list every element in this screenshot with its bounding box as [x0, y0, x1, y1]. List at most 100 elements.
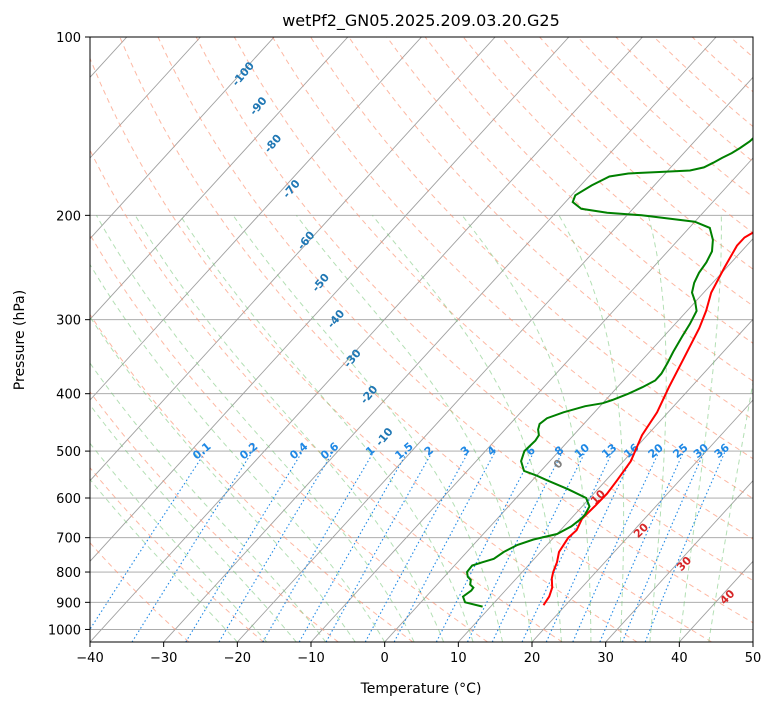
mixing-ratio-line [572, 450, 660, 642]
y-tick-label: 100 [56, 31, 81, 46]
moist-adiabat-line [461, 214, 592, 642]
x-tick-label: 20 [524, 651, 541, 666]
dry-adiabat-line [272, 37, 753, 500]
dry-adiabat-line [615, 37, 753, 163]
mixing-ratio-line [325, 450, 434, 642]
moist-adiabat-label: 10 [588, 487, 608, 507]
x-tick-label: 40 [671, 651, 688, 666]
x-tick-label: −40 [76, 651, 103, 666]
mixing-ratio-line [393, 450, 496, 642]
dewpoint-profile-line [461, 137, 753, 608]
moist-adiabat-line [90, 362, 327, 642]
plot-frame [89, 36, 754, 643]
dry-adiabat-line [195, 37, 753, 582]
moist-adiabat-line [90, 315, 356, 642]
dry-adiabat-line [90, 233, 488, 642]
x-tick-label: 0 [381, 651, 389, 666]
x-tick-label: 30 [597, 651, 614, 666]
moist-adiabat-line [179, 215, 474, 642]
moist-adiabat-lines [90, 214, 753, 642]
y-tick-label: 500 [56, 445, 81, 460]
isotherm-line [90, 37, 570, 563]
mixing-ratio-line [491, 450, 587, 642]
dry-adiabat-line [90, 57, 638, 642]
mixing-ratio-line [435, 450, 535, 642]
y-tick-label: 700 [56, 532, 81, 547]
isotherm-line [752, 641, 753, 642]
moist-adiabat-line [90, 478, 238, 642]
dry-adiabat-label: -70 [280, 177, 303, 201]
dry-adiabat-line [90, 466, 264, 642]
x-axis-ticks: −40 −30 −20 −10 0 10 20 30 40 50 [76, 642, 761, 666]
mixing-ratio-label: 36 [712, 441, 732, 461]
moist-adiabat-line [558, 215, 625, 642]
chart-title: wetPf2_GN05.2025.209.03.20.G25 [282, 11, 560, 31]
dry-adiabat-line [386, 37, 753, 382]
mixing-ratio-label: 0.6 [318, 440, 342, 463]
x-tick-label: 50 [745, 651, 762, 666]
isotherm-line [90, 37, 643, 642]
x-axis-label: Temperature (°C) [360, 681, 482, 697]
mixing-ratio-label: 13 [599, 441, 619, 461]
dry-adiabat-lines [90, 37, 753, 642]
dry-adiabat-line [462, 37, 753, 307]
moist-adiabat-line [90, 263, 386, 642]
x-tick-label: −10 [297, 651, 324, 666]
dry-adiabat-label: -20 [358, 383, 381, 407]
mixing-ratio-line [185, 450, 304, 642]
mixing-ratio-label: 25 [670, 441, 690, 461]
dry-adiabat-line [233, 37, 753, 540]
y-tick-label: 200 [56, 209, 81, 224]
mixing-ratio-line [599, 450, 685, 642]
mixing-ratio-line [467, 450, 564, 642]
mixing-ratio-lines [90, 450, 726, 642]
dry-adiabat-line [424, 37, 753, 344]
y-axis-label: Pressure (hPa) [12, 290, 28, 390]
moist-adiabat-line [95, 215, 415, 642]
y-tick-label: 600 [56, 492, 81, 507]
profile-series [461, 137, 753, 608]
moist-adiabat-line [134, 215, 445, 642]
dry-adiabat-line [90, 391, 339, 642]
dry-adiabat-label: -60 [295, 228, 318, 252]
background-line-labels: 0.1 0.2 0.4 0.6 1 1.5 2 3 4 6 8 10 13 16 20 25 30 36-100-… [190, 59, 737, 607]
dry-adiabat-label: -10 [373, 425, 396, 449]
dry-adiabat-line [653, 37, 753, 128]
moist-adiabat-line [708, 379, 753, 642]
mixing-ratio-label: 1 [363, 444, 377, 459]
dry-adiabat-line [90, 149, 563, 642]
moist-adiabat-line [678, 215, 722, 642]
mixing-ratio-line [131, 450, 254, 642]
moist-adiabat-line [232, 215, 503, 642]
x-tick-label: −30 [150, 651, 177, 666]
isotherm-line [90, 37, 275, 240]
mixing-ratio-label: 0.4 [287, 440, 311, 463]
temperature-profile-line [542, 231, 753, 606]
dry-adiabat-line [577, 37, 753, 198]
moist-adiabat-line [647, 215, 667, 642]
isotherm-line [90, 37, 496, 482]
dry-adiabat-line [90, 542, 190, 642]
isotherm-line [237, 76, 753, 642]
isotherm-line [458, 318, 753, 642]
y-tick-label: 1000 [48, 623, 81, 638]
isotherm-line [90, 37, 349, 321]
isotherm-line [384, 237, 753, 642]
mixing-ratio-label: 1.5 [392, 440, 415, 462]
mixing-ratio-line [90, 450, 207, 631]
mixing-ratio-line [364, 450, 470, 642]
isotherm-lines [90, 37, 753, 642]
plot-area: 0.1 0.2 0.4 0.6 1 1.5 2 3 4 6 8 10 13 16 20 25 30 36-100-… [90, 37, 753, 642]
mixing-ratio-label: 30 [691, 441, 711, 461]
moist-adiabat-line [295, 215, 533, 642]
dry-adiabat-line [157, 37, 753, 624]
dry-adiabat-label: -90 [247, 94, 270, 118]
moist-adiabat-line [90, 442, 268, 642]
isotherm-line [90, 37, 201, 159]
mixing-ratio-label: 20 [646, 441, 666, 461]
y-tick-label: 400 [56, 388, 81, 403]
dry-adiabat-label: -30 [341, 346, 364, 370]
isotherm-line [163, 37, 717, 642]
y-tick-label: 300 [56, 314, 81, 329]
